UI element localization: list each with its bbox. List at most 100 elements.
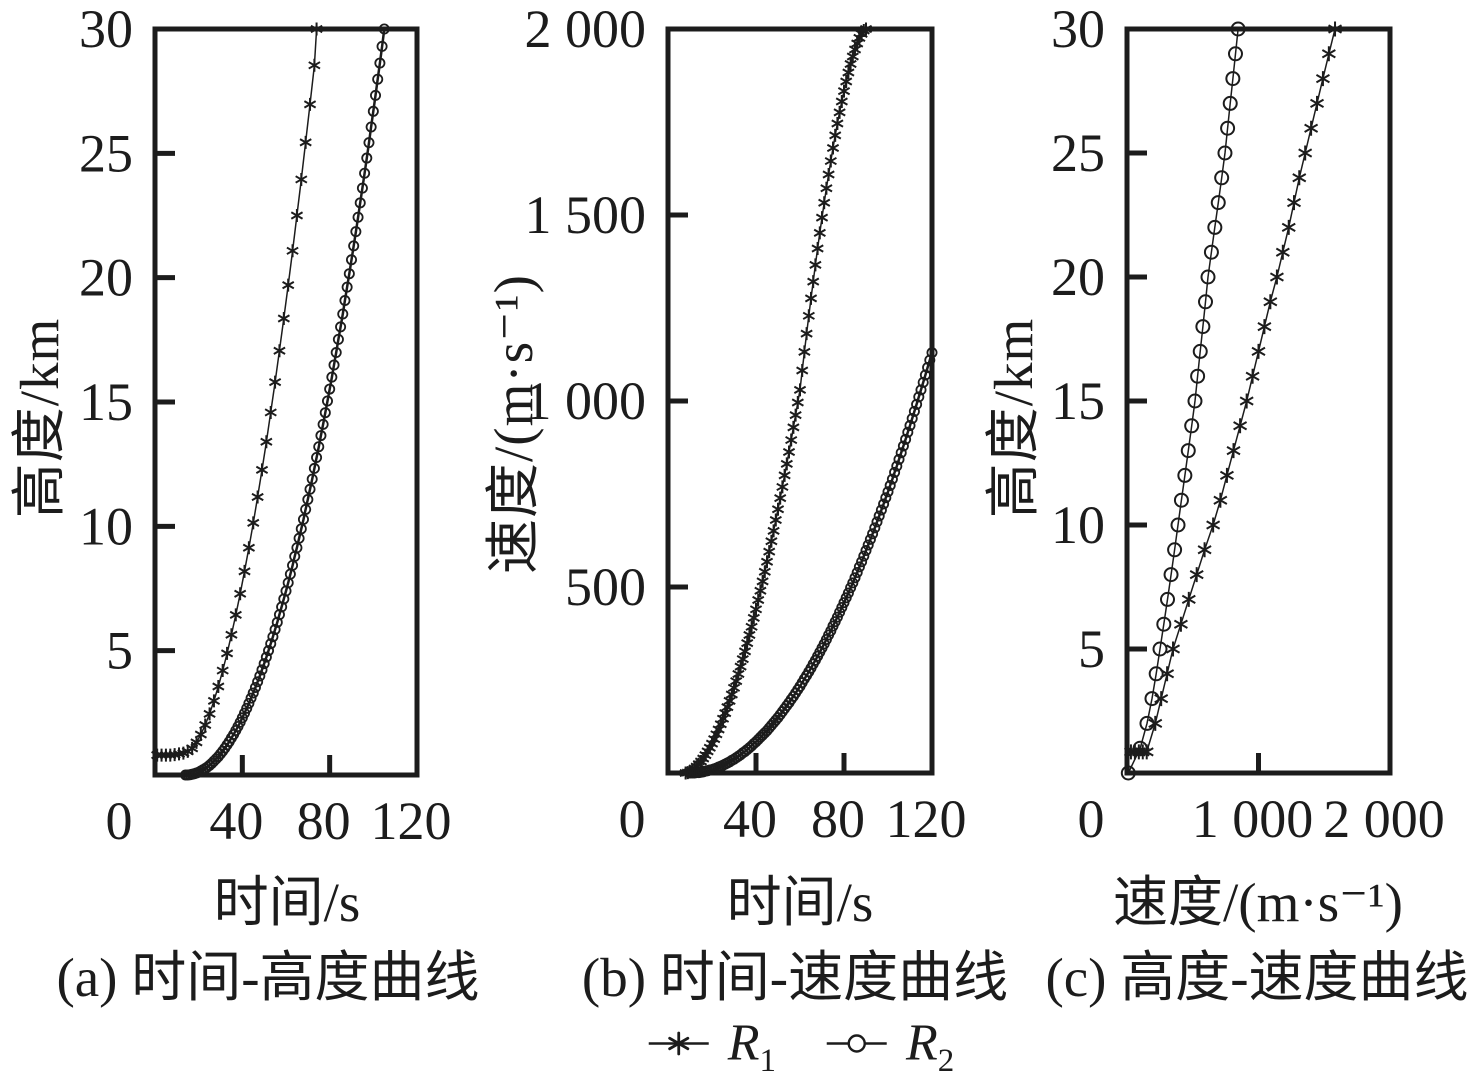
circle-marker: [851, 566, 863, 578]
y-axis-title-a: 高度/km: [9, 317, 70, 519]
asterisk-marker: [225, 628, 238, 642]
asterisk-marker: [260, 435, 273, 449]
circle-marker: [1167, 542, 1183, 558]
circle-marker: [1120, 765, 1136, 781]
circle-marker: [858, 550, 870, 562]
asterisk-marker: [1213, 492, 1228, 508]
circle-marker: [1173, 492, 1189, 508]
y-tick-label-a-15: 15: [79, 372, 133, 432]
circle-marker: [1203, 244, 1219, 260]
circle-marker: [1217, 145, 1233, 161]
circle-marker: [271, 616, 283, 628]
circle-marker: [1198, 294, 1214, 310]
series-R1-b: [679, 22, 873, 780]
circle-marker: [900, 433, 912, 445]
asterisk-marker: [765, 534, 778, 548]
asterisk-marker: [207, 694, 221, 708]
circle-marker: [1152, 641, 1168, 657]
asterisk-marker: [295, 172, 308, 186]
asterisk-marker: [791, 395, 804, 409]
x-tick-label-b-40: 40: [723, 789, 777, 849]
circle-marker: [308, 462, 320, 474]
circle-marker: [860, 545, 872, 557]
circle-marker: [847, 577, 859, 589]
asterisk-marker: [811, 241, 824, 255]
y-tick-label-a-20: 20: [79, 248, 133, 308]
circle-marker: [919, 369, 931, 381]
asterisk-marker: [804, 291, 818, 305]
circle-marker: [882, 486, 894, 498]
asterisk-marker: [787, 420, 800, 434]
x-tick-label-b-0: 0: [619, 789, 646, 849]
circle-marker: [1192, 343, 1208, 359]
circle-marker: [254, 670, 266, 682]
asterisk-marker: [802, 309, 815, 323]
asterisk-marker: [310, 22, 323, 36]
series-line-R1-c: [1130, 28, 1336, 753]
circle-marker: [267, 631, 279, 643]
circle-marker: [330, 347, 342, 359]
asterisk-marker: [798, 345, 811, 359]
asterisk-marker: [833, 105, 846, 119]
asterisk-marker: [760, 555, 774, 569]
circle-marker: [341, 281, 353, 293]
asterisk-marker: [831, 116, 844, 130]
asterisk-marker: [1251, 343, 1266, 359]
x-axis-title-a: 时间/s: [213, 872, 361, 933]
asterisk-marker: [268, 375, 282, 389]
asterisk-marker: [229, 608, 242, 622]
circle-marker: [332, 333, 344, 345]
legend: R1 R2: [646, 1014, 955, 1080]
circle-marker: [922, 362, 934, 374]
circle-marker: [263, 645, 275, 657]
asterisk-marker: [846, 50, 859, 64]
y-tick-label-a-25: 25: [79, 123, 133, 183]
circle-marker: [1132, 740, 1148, 756]
asterisk-marker: [1281, 219, 1296, 235]
asterisk-marker: [1298, 145, 1313, 161]
circle-marker: [1195, 319, 1211, 335]
circle-marker: [348, 240, 360, 252]
circle-marker: [378, 23, 390, 35]
asterisk-marker: [273, 344, 286, 358]
asterisk-marker: [835, 95, 848, 109]
y-tick-label-c-10: 10: [1051, 495, 1105, 555]
asterisk-marker: [255, 463, 269, 477]
caption-c: (c) 高度-速度曲线: [1045, 947, 1469, 1008]
y-tick-label-c-20: 20: [1051, 247, 1105, 307]
asterisk-marker: [824, 154, 837, 168]
series-line-R2-c: [1127, 28, 1239, 774]
y-tick-label-c-15: 15: [1051, 371, 1105, 431]
x-tick-label-b-80: 80: [811, 789, 865, 849]
circle-marker: [350, 226, 362, 238]
circle-marker: [335, 321, 347, 333]
circle-marker: [908, 405, 920, 417]
circle-marker: [273, 609, 285, 621]
x-tick-label-c-0: 0: [1078, 789, 1105, 849]
asterisk-marker: [238, 564, 251, 578]
circle-marker: [363, 137, 375, 149]
y-tick-label-b-1500: 1 500: [525, 185, 647, 245]
circle-marker: [269, 624, 281, 636]
asterisk-marker: [767, 524, 780, 538]
axes-box-b: [665, 26, 935, 776]
asterisk-marker: [308, 58, 321, 72]
circle-marker: [926, 347, 938, 359]
asterisk-marker: [220, 646, 234, 660]
circle-marker: [1200, 269, 1216, 285]
y-tick-label-c-25: 25: [1051, 123, 1105, 183]
circle-marker: [856, 556, 868, 568]
asterisk-marker: [730, 674, 743, 688]
legend-item-r1: R1: [646, 1014, 776, 1078]
asterisk-marker: [840, 74, 853, 88]
circle-marker: [1190, 368, 1206, 384]
series-R2-b: [684, 347, 938, 779]
circle-marker: [321, 395, 333, 407]
circle-marker: [372, 73, 384, 85]
asterisk-marker: [1287, 195, 1302, 211]
circle-marker: [849, 572, 861, 584]
legend-label-r2: R2: [906, 1014, 955, 1080]
asterisk-marker: [303, 97, 317, 111]
asterisk-marker: [743, 628, 756, 642]
asterisk-marker: [264, 405, 277, 419]
